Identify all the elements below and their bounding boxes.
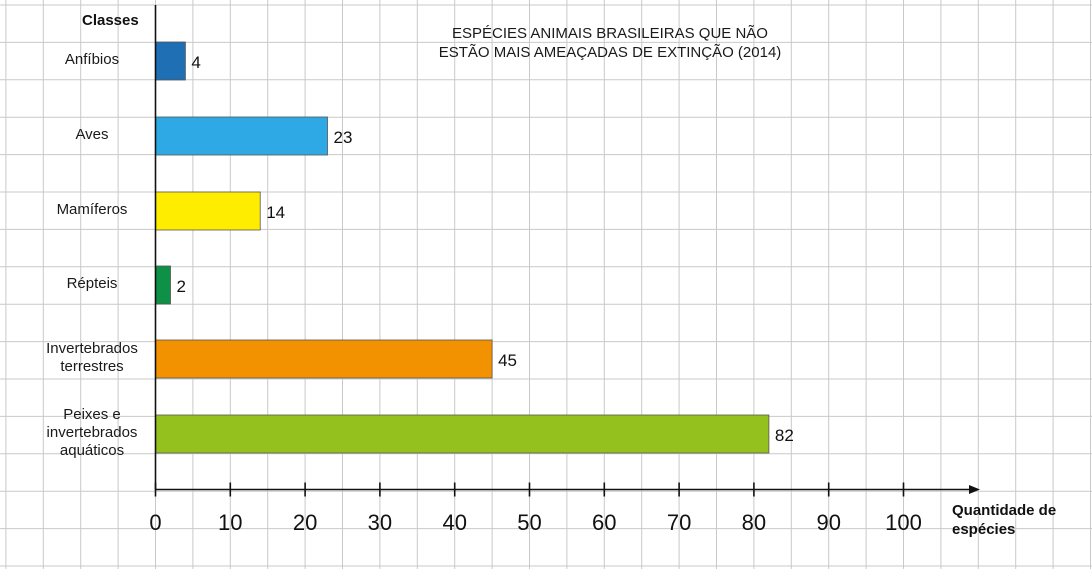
category-label-line: Mamíferos [56, 201, 128, 218]
bar [155, 339, 493, 379]
bar-value-label: 45 [498, 351, 517, 370]
x-tick-label: 10 [218, 510, 242, 535]
chart-title: ESPÉCIES ANIMAIS BRASILEIRAS QUE NÃO EST… [380, 24, 840, 62]
x-tick-label: 20 [293, 510, 317, 535]
category-label-line: Invertebrados [46, 340, 138, 357]
category-label-line: Répteis [66, 275, 118, 292]
category-label-line: Peixes e [63, 406, 121, 423]
ticks: 0 10 20 30 40 50 60 70 80 90 100 [149, 482, 922, 535]
bar [155, 41, 186, 81]
bars: 4 23 14 2 45 82 [155, 41, 794, 454]
x-tick-label: 0 [149, 510, 161, 535]
bar [155, 116, 328, 156]
x-tick-label: 100 [885, 510, 922, 535]
bar-value-label: 2 [177, 277, 186, 296]
x-tick-label: 30 [368, 510, 392, 535]
bar [155, 191, 261, 231]
x-axis-title: Quantidade de espécies [952, 501, 1056, 539]
y-axis-title: Classes [82, 12, 139, 29]
x-tick-label: 40 [442, 510, 466, 535]
x-tick-label: 80 [742, 510, 766, 535]
x-axis-title-line-2: espécies [952, 521, 1016, 538]
category-label: Répteis [17, 275, 167, 293]
x-tick-label: 60 [592, 510, 616, 535]
x-axis-title-line-1: Quantidade de [952, 502, 1057, 519]
bar-value-label: 14 [266, 203, 285, 222]
bar-value-label: 4 [191, 53, 200, 72]
x-tick-label: 90 [816, 510, 840, 535]
category-label: Peixes e invertebrados aquáticos [17, 406, 167, 460]
x-tick-label: 70 [667, 510, 691, 535]
x-tick-label: 50 [517, 510, 541, 535]
bar-value-label: 23 [334, 128, 353, 147]
category-label: Anfíbios [17, 51, 167, 69]
axes [154, 5, 980, 494]
category-label-line: terrestres [60, 358, 124, 375]
chart-title-line-1: ESPÉCIES ANIMAIS BRASILEIRAS QUE NÃO [452, 25, 768, 42]
bar-value-label: 82 [775, 426, 794, 445]
category-label-line: invertebrados [46, 424, 138, 441]
category-label: Invertebrados terrestres [17, 340, 167, 376]
bar [155, 414, 770, 454]
category-label-line: Aves [75, 126, 109, 143]
category-label-line: Anfíbios [64, 51, 120, 68]
category-label: Mamíferos [17, 201, 167, 219]
chart-title-line-2: ESTÃO MAIS AMEAÇADAS DE EXTINÇÃO (2014) [438, 44, 782, 61]
category-label: Aves [17, 126, 167, 144]
x-axis-arrow-icon [969, 485, 980, 494]
category-label-line: aquáticos [59, 442, 125, 459]
